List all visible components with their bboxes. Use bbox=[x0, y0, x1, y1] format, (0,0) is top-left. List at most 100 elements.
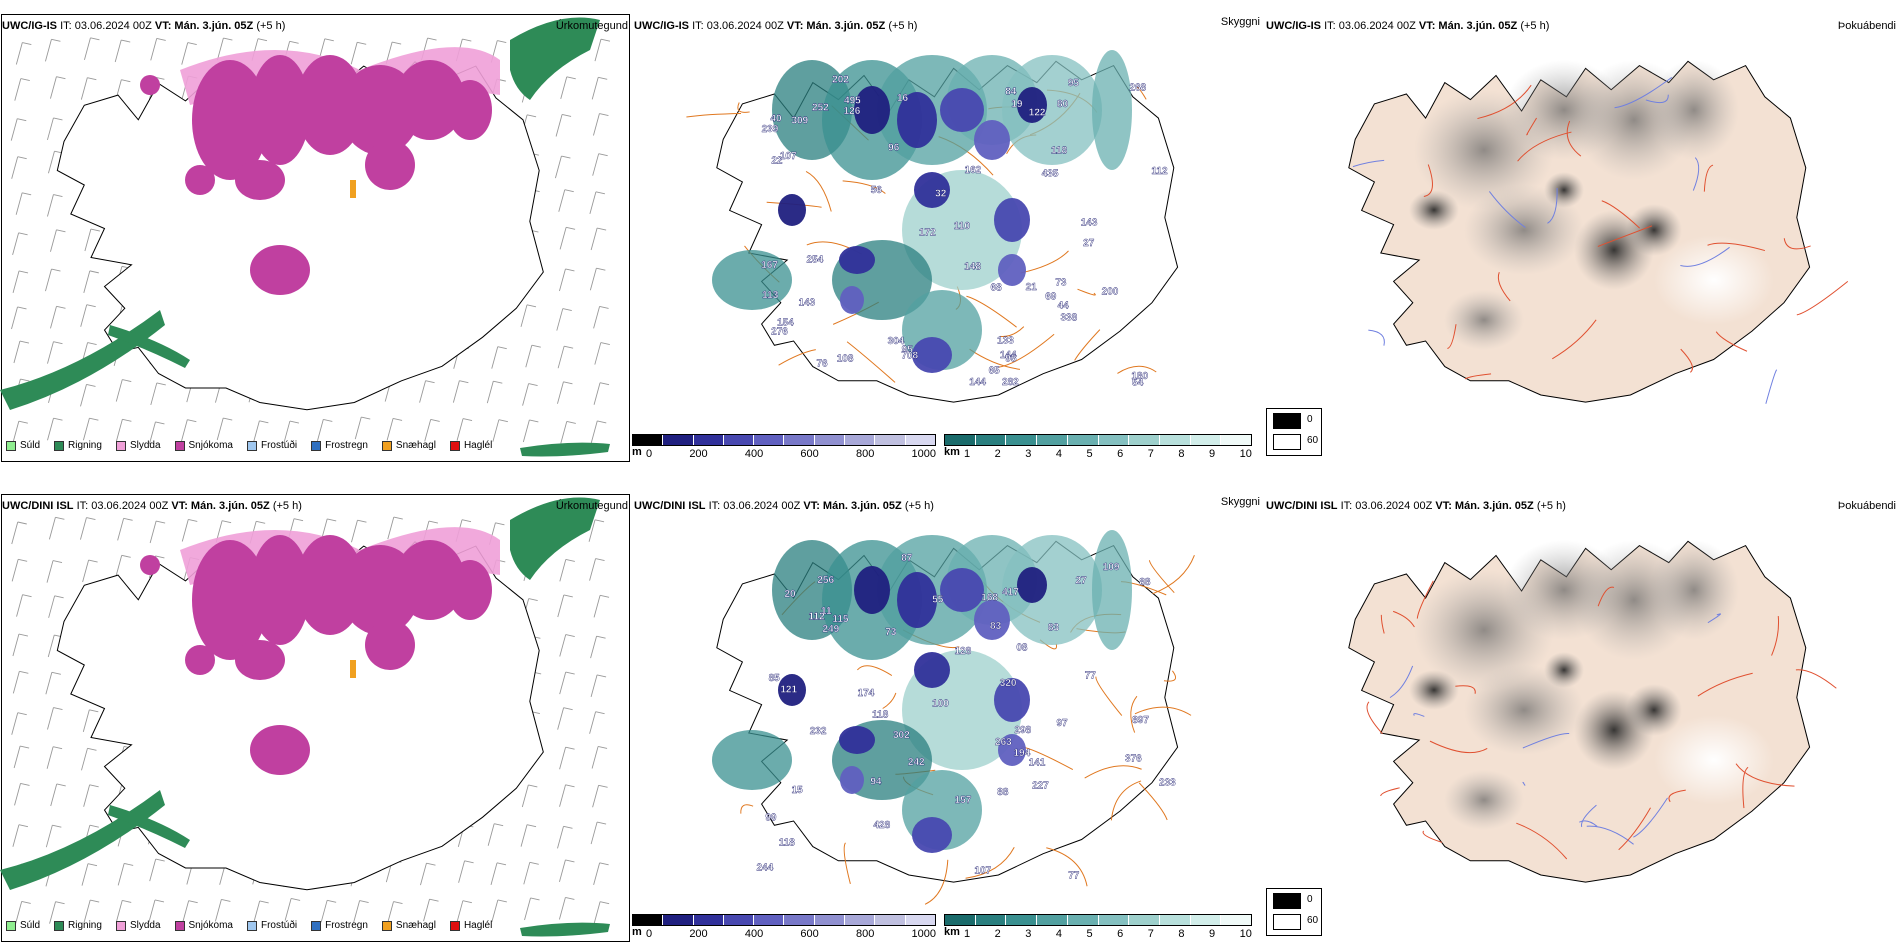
colorbar-swatch bbox=[814, 915, 846, 925]
cloud-base-value: 54 bbox=[1132, 378, 1144, 389]
lead-time: (+5 h) bbox=[272, 500, 302, 512]
colorbar-tick: 1000 bbox=[911, 448, 936, 460]
precip-legend-swatch bbox=[449, 440, 460, 451]
colorbar-swatch bbox=[1037, 915, 1068, 925]
colorbar-tick: 5 bbox=[1086, 928, 1093, 940]
cloud-base-value: 99 bbox=[765, 812, 777, 823]
panel-title: Skyggni bbox=[1220, 496, 1260, 508]
cloud-base-value: 96 bbox=[888, 143, 900, 154]
cloud-base-value: 100 bbox=[932, 698, 949, 709]
precip-legend-swatch bbox=[54, 920, 65, 931]
cloud-base-value: 244 bbox=[756, 862, 773, 873]
cloud-base-value: 298 bbox=[1014, 725, 1031, 736]
precip-legend-label: Rigning bbox=[68, 920, 102, 931]
colorbar-tick: 0 bbox=[646, 448, 653, 460]
precip-legend-item: Súld bbox=[6, 920, 40, 931]
visibility-ticks: 1 2 3 4 5 6 7 8 9 10 bbox=[944, 928, 1252, 940]
cloud-base-value: 304 bbox=[888, 336, 905, 347]
colorbar-tick: 4 bbox=[1055, 928, 1062, 940]
fog-map bbox=[1348, 540, 1837, 883]
colorbar-tick: 10 bbox=[1239, 928, 1252, 940]
cloud-base-value: 144 bbox=[1000, 350, 1017, 361]
cloud-base-labels: 200 304 21 54 167 180 202 118 144 239 80 276 338 172 8… bbox=[761, 74, 1168, 389]
cloud-base-value: 174 bbox=[858, 688, 875, 699]
model-name: UWC/DINI ISL bbox=[2, 500, 74, 512]
valid-time: VT: Mán. 3.jún. 05Z bbox=[1435, 500, 1534, 512]
cloud-base-value: 708 bbox=[901, 351, 918, 362]
cloud-base-value: 200 bbox=[1102, 287, 1119, 298]
panel-header: UWC/DINI ISL IT: 03.06.2024 00Z VT: Mán.… bbox=[1266, 500, 1566, 512]
visibility-unit: km bbox=[944, 446, 960, 458]
cloud-base-unit: m bbox=[632, 926, 642, 938]
cloud-base-value: 83 bbox=[990, 621, 1002, 632]
panel-header: UWC/IG-IS IT: 03.06.2024 00Z VT: Mán. 3.… bbox=[1266, 20, 1549, 32]
valid-time: VT: Mán. 3.jún. 05Z bbox=[154, 20, 254, 32]
visibility-colorbar: 1 2 3 4 5 6 7 8 9 10 km bbox=[944, 914, 1252, 940]
precip-legend-item: Slydda bbox=[115, 440, 161, 451]
colorbar-swatch bbox=[1221, 915, 1252, 925]
valid-time: VT: Mán. 3.jún. 05Z bbox=[1418, 20, 1518, 32]
cloud-base-areas bbox=[778, 86, 1047, 373]
fog-legend-low: 0 bbox=[1307, 414, 1313, 425]
colorbar-swatch bbox=[1190, 435, 1222, 445]
cloud-base-value: 227 bbox=[1032, 781, 1049, 792]
fog-shading bbox=[1409, 60, 1774, 350]
visibility-colorbar: 1 2 3 4 5 6 7 8 9 10 km bbox=[944, 434, 1252, 460]
precip-legend-label: Snæhagl bbox=[395, 920, 436, 931]
cloud-base-value: 254 bbox=[807, 254, 824, 265]
cloud-base-value: 32 bbox=[935, 188, 947, 199]
cloud-base-ticks: 0 200 400 600 800 1000 bbox=[632, 928, 936, 940]
cloud-base-value: 68 bbox=[991, 283, 1003, 294]
cloud-base-value: 112 bbox=[1151, 166, 1168, 177]
cloud-base-value: 126 bbox=[844, 106, 861, 117]
colorbar-swatch bbox=[663, 915, 694, 925]
colorbar-swatch bbox=[754, 435, 785, 445]
fog-map bbox=[1348, 60, 1849, 404]
colorbar-tick: 6 bbox=[1117, 928, 1124, 940]
cloud-base-value: 172 bbox=[919, 227, 936, 238]
colorbar-swatch bbox=[875, 915, 906, 925]
precip-legend-item: Snjókoma bbox=[174, 920, 233, 931]
cloud-base-value: 122 bbox=[1029, 107, 1046, 118]
colorbar-tick: 5 bbox=[1086, 448, 1093, 460]
fog-legend-dark-swatch bbox=[1273, 413, 1301, 429]
colorbar-swatch bbox=[1006, 915, 1038, 925]
cloud-base-value: 83 bbox=[1048, 622, 1060, 633]
cloud-base-value: 162 bbox=[965, 165, 982, 176]
cloud-base-value: 27 bbox=[1083, 238, 1095, 249]
cloud-base-value: 252 bbox=[812, 103, 829, 114]
colorbar-swatch bbox=[723, 435, 755, 445]
lead-time: (+5 h) bbox=[256, 20, 286, 32]
precip-legend-label: Slydda bbox=[129, 920, 161, 931]
colorbar-tick: 2 bbox=[994, 928, 1001, 940]
cloud-base-value: 180 bbox=[1131, 371, 1148, 382]
precip-legend-item: Slydda bbox=[115, 920, 161, 931]
colorbar-tick: 600 bbox=[800, 448, 819, 460]
cloud-base-value: 97 bbox=[1056, 718, 1068, 729]
colorbar-tick: 2 bbox=[994, 448, 1001, 460]
colorbar-swatch bbox=[633, 435, 664, 445]
cloud-base-value: 110 bbox=[954, 221, 971, 232]
fog-legend-light-swatch bbox=[1273, 914, 1301, 930]
colorbar-swatch bbox=[1067, 915, 1099, 925]
colorbar-swatch bbox=[1221, 435, 1252, 445]
precip-legend-swatch bbox=[381, 920, 392, 931]
colorbar-swatch bbox=[845, 435, 876, 445]
cloud-base-value: 19 bbox=[1011, 99, 1023, 110]
cloud-base-swatches bbox=[632, 434, 936, 446]
colorbar-swatch bbox=[975, 435, 1007, 445]
precip-legend-swatch bbox=[381, 440, 392, 451]
cloud-base-value: 168 bbox=[981, 592, 998, 603]
cloud-base-value: 141 bbox=[1029, 757, 1046, 768]
precip-legend-label: Súld bbox=[20, 440, 41, 451]
fog-shading bbox=[1409, 540, 1774, 830]
colorbar-swatch bbox=[1159, 435, 1191, 445]
model-name: UWC/DINI ISL bbox=[1266, 500, 1338, 512]
fog-legend-dark-swatch bbox=[1273, 893, 1301, 909]
cloud-base-value: 115 bbox=[832, 614, 849, 625]
precip-legend-item: Haglél bbox=[449, 440, 492, 451]
cloud-map: 200 304 21 54 167 180 202 118 144 239 80 276 338 172 8… bbox=[686, 50, 1179, 403]
cloud-base-colorbar: 0 200 400 600 800 1000 m bbox=[632, 434, 936, 460]
panel-header: UWC/IG-IS IT: 03.06.2024 00Z VT: Mán. 3.… bbox=[2, 20, 285, 32]
visibility-ticks: 1 2 3 4 5 6 7 8 9 10 bbox=[944, 448, 1252, 460]
